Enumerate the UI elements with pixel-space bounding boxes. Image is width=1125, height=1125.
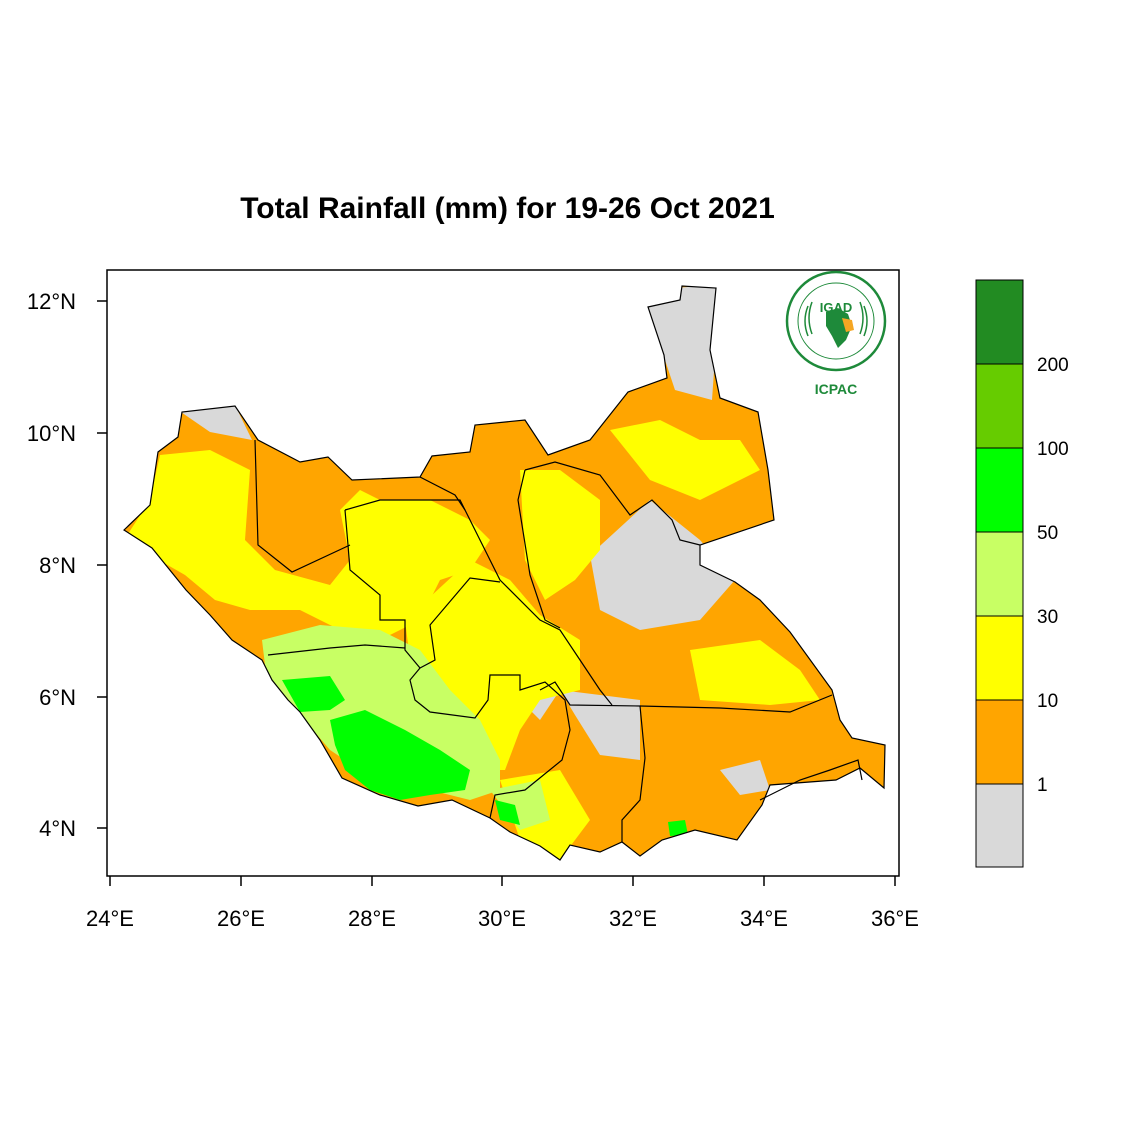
logo-org-text: IGAD: [820, 300, 853, 315]
legend-threshold-label: 200: [1037, 355, 1069, 376]
state-boundary-6: [517, 469, 561, 629]
y-tick-label: 4°N: [39, 816, 76, 841]
legend-threshold-label: 10: [1037, 691, 1058, 712]
y-tick-label: 12°N: [27, 289, 76, 314]
legend-bin: [976, 364, 1023, 448]
logo-center-text: ICPAC: [815, 381, 858, 397]
y-axis-ticks: [97, 300, 107, 829]
legend-threshold-label: 100: [1037, 439, 1069, 460]
map-title: Total Rainfall (mm) for 19-26 Oct 2021: [240, 192, 775, 225]
legend-bin: [976, 784, 1023, 867]
state-boundary-5: [524, 461, 701, 546]
state-boundary-8: [409, 667, 571, 819]
rain-zone-50-100-a: [282, 676, 345, 712]
x-tick-label: 32°E: [609, 906, 657, 931]
rain-zone-10-30-central: [405, 560, 580, 770]
legend-threshold-label: 30: [1037, 607, 1058, 628]
state-boundary-3: [344, 499, 613, 706]
no-rain-zone-west: [178, 405, 252, 440]
country-border: [123, 285, 886, 861]
x-tick-label: 26°E: [217, 906, 265, 931]
rain-zone-50-100-b: [330, 710, 470, 800]
legend-bin: [976, 448, 1023, 532]
africa-map-icon: [826, 308, 852, 348]
legend-threshold-label: 50: [1037, 523, 1058, 544]
rain-zone-10-30-east: [690, 640, 820, 705]
rain-zone-10-30-west: [124, 450, 490, 640]
laurel-left-icon: [804, 301, 813, 337]
legend-bin: [976, 700, 1023, 784]
no-rain-zone-central: [560, 690, 640, 760]
x-tick-label: 30°E: [478, 906, 526, 931]
state-boundary-1: [254, 439, 351, 573]
rain-zone-50-100-d: [668, 820, 688, 836]
rain-zone-30-50-south: [490, 780, 550, 830]
legend-threshold-label: 1: [1037, 775, 1048, 796]
x-tick-label: 28°E: [348, 906, 396, 931]
state-boundary-9: [539, 681, 646, 842]
x-tick-label: 34°E: [740, 906, 788, 931]
state-boundary-11: [759, 759, 863, 801]
y-tick-label: 8°N: [39, 553, 76, 578]
igad-logo: IGAD ICPAC: [785, 270, 887, 397]
state-boundaries: [254, 439, 863, 842]
y-tick-label: 10°N: [27, 421, 76, 446]
legend-bin: [976, 532, 1023, 616]
state-boundary-4: [419, 476, 466, 511]
rain-zone-50-100-c: [495, 800, 520, 825]
legend-bin: [976, 616, 1023, 700]
y-tick-label: 6°N: [39, 685, 76, 710]
state-boundary-7: [267, 644, 406, 656]
logo-inner-ring: [797, 282, 875, 360]
laurel-right-icon: [859, 301, 868, 337]
x-axis-ticks: [109, 876, 896, 886]
rain-zone-10-30-northeast: [610, 420, 760, 500]
x-tick-label: 36°E: [871, 906, 919, 931]
rainfall-field: [124, 286, 885, 860]
no-rain-zone-east: [590, 500, 735, 630]
no-rain-zone-north: [640, 286, 720, 400]
plot-frame: [106, 269, 900, 877]
igad-region-icon: [842, 318, 854, 332]
x-tick-label: 24°E: [86, 906, 134, 931]
rain-zone-10-30-north: [520, 470, 600, 600]
no-rain-zone-southeast: [720, 760, 770, 795]
state-boundary-2: [344, 509, 501, 669]
legend-colorbar: 1 10 30 50 100 200: [975, 279, 1069, 868]
legend-bin: [976, 280, 1023, 364]
state-boundary-10: [639, 694, 833, 713]
